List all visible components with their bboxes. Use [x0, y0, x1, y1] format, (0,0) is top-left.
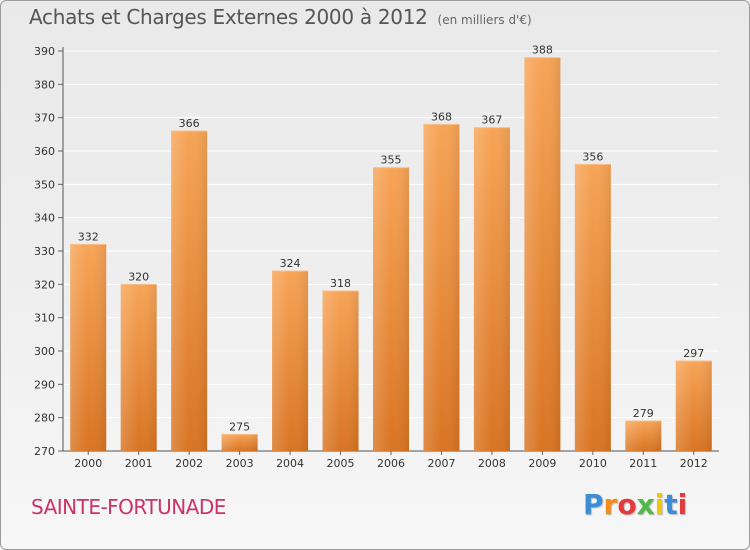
- y-tick-label: 340: [34, 212, 55, 225]
- logo-letter: o: [617, 488, 637, 521]
- data-label: 275: [229, 420, 250, 433]
- logo-letter: P: [583, 488, 604, 521]
- bar-shade: [322, 291, 359, 451]
- y-tick-label: 380: [34, 78, 55, 91]
- logo-letter: r: [603, 488, 618, 521]
- y-tick-label: 360: [34, 145, 55, 158]
- bar-shade: [574, 164, 611, 452]
- logo-letter: i: [654, 488, 665, 521]
- bar-shade: [423, 124, 460, 451]
- data-label: 355: [381, 154, 402, 167]
- x-tick-label: 2003: [226, 457, 254, 470]
- bar-shade: [171, 131, 208, 451]
- data-label: 318: [330, 277, 351, 290]
- x-tick-label: 2008: [478, 457, 506, 470]
- bar-shade: [221, 434, 258, 451]
- data-label: 367: [481, 114, 502, 127]
- y-tick-label: 330: [34, 245, 55, 258]
- bar-shade: [70, 244, 107, 451]
- x-tick-label: 2004: [276, 457, 304, 470]
- data-label: 320: [128, 270, 149, 283]
- x-tick-label: 2002: [175, 457, 203, 470]
- x-tick-label: 2009: [528, 457, 556, 470]
- city-name: SAINTE-FORTUNADE: [31, 495, 226, 519]
- bar-shade: [473, 127, 510, 452]
- bar-shade: [120, 284, 157, 451]
- bar-shade: [272, 271, 309, 451]
- bar-shade: [524, 57, 561, 452]
- data-label: 297: [683, 347, 704, 360]
- data-label: 279: [633, 407, 654, 420]
- y-tick-label: 290: [34, 378, 55, 391]
- data-label: 366: [179, 117, 200, 130]
- x-tick-label: 2005: [327, 457, 355, 470]
- chart-title-text: Achats et Charges Externes 2000 à 2012: [29, 5, 428, 29]
- x-tick-label: 2011: [629, 457, 657, 470]
- y-tick-label: 280: [34, 412, 55, 425]
- x-tick-label: 2000: [74, 457, 102, 470]
- data-label: 368: [431, 110, 452, 123]
- y-tick-label: 300: [34, 345, 55, 358]
- data-label: 324: [280, 257, 301, 270]
- y-tick-label: 370: [34, 112, 55, 125]
- x-tick-label: 2010: [579, 457, 607, 470]
- x-tick-label: 2001: [125, 457, 153, 470]
- y-tick-label: 270: [34, 445, 55, 458]
- y-tick-label: 390: [34, 45, 55, 58]
- bar-shade: [373, 167, 409, 451]
- x-tick-label: 2007: [427, 457, 455, 470]
- y-tick-label: 320: [34, 278, 55, 291]
- y-tick-label: 350: [34, 178, 55, 191]
- bar-shade: [675, 361, 712, 451]
- x-tick-label: 2006: [377, 457, 405, 470]
- y-tick-label: 310: [34, 312, 55, 325]
- bar-shade: [625, 421, 662, 451]
- data-label: 356: [582, 150, 603, 163]
- data-label: 332: [78, 230, 99, 243]
- proxiti-logo: Proxiti: [583, 488, 687, 521]
- data-label: 388: [532, 44, 553, 57]
- x-tick-label: 2012: [680, 457, 708, 470]
- chart-unit: (en milliers d'€): [437, 13, 532, 27]
- chart-title: Achats et Charges Externes 2000 à 2012 (e…: [29, 5, 532, 29]
- logo-letter: x: [636, 488, 655, 521]
- logo-letter: i: [677, 488, 688, 521]
- logo-letter: t: [664, 488, 678, 521]
